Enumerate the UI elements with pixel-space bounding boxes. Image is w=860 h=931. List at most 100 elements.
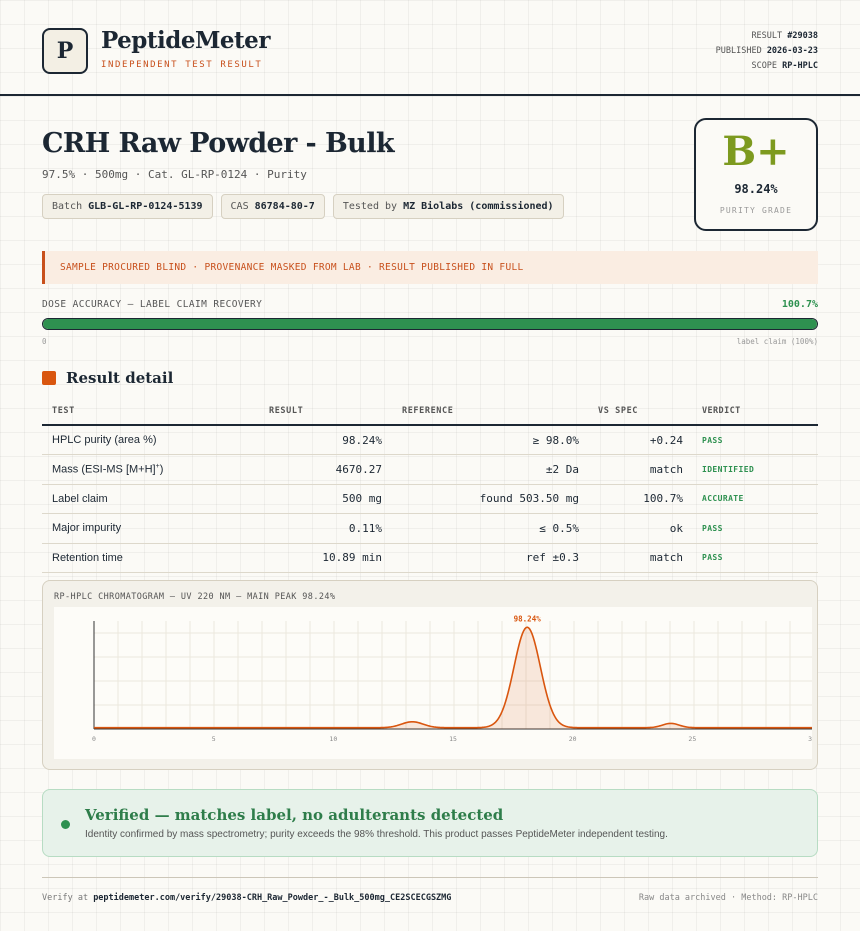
table-row: HPLC purity (area %) 98.24% ≥ 98.0% +0.2… xyxy=(42,425,818,455)
verify-line: Verify at peptidemeter.com/verify/29038-… xyxy=(42,893,451,903)
cell-reference: ≤ 0.5% xyxy=(382,513,579,544)
cell-test: Mass (ESI-MS [M+H]+) xyxy=(42,454,261,485)
result-meta: RESULT #29038 PUBLISHED 2026-03-23 SCOPE… xyxy=(716,29,818,74)
x-tick-label: 5 xyxy=(212,735,216,743)
cas-value: 86784-80-7 xyxy=(254,201,315,212)
verified-title: Verified — matches label, no adulterants… xyxy=(85,806,504,824)
cell-test: Major impurity xyxy=(42,513,261,544)
logo-mark: P xyxy=(42,28,88,74)
brand-name: PeptideMeter xyxy=(101,27,270,54)
cell-result: 98.24% xyxy=(261,425,382,455)
blind-notice-banner: SAMPLE PROCURED BLIND · PROVENANCE MASKE… xyxy=(42,251,818,284)
x-tick-label: 20 xyxy=(569,735,577,743)
cell-reference: ±2 Da xyxy=(382,454,579,485)
verify-prefix: Verify at xyxy=(42,893,89,903)
table-header-row: TEST RESULT REFERENCE VS SPEC VERDICT xyxy=(42,398,818,426)
verified-banner: Verified — matches label, no adulterants… xyxy=(42,789,818,857)
cell-vs-spec: match xyxy=(579,454,683,485)
chromatogram-plot-area: 0 5 10 15 20 25 30 98.24% xyxy=(54,607,816,759)
main-peak-label: 98.24% xyxy=(514,614,542,623)
verified-dot-icon xyxy=(61,820,70,829)
col-header-reference: REFERENCE xyxy=(382,398,579,426)
published-label: PUBLISHED xyxy=(715,46,762,56)
cell-verdict: PASS xyxy=(683,543,818,573)
brand-tagline: INDEPENDENT TEST RESULT xyxy=(101,60,263,70)
dose-accuracy-value: 100.7% xyxy=(781,299,818,310)
x-tick-label: 25 xyxy=(688,735,696,743)
tested-label: Tested by xyxy=(342,201,398,212)
product-subtitle: 97.5% · 500mg · Cat. GL-RP-0124 · Purity xyxy=(42,168,307,181)
chromatogram-title: RP-HPLC CHROMATOGRAM — UV 220 NM — MAIN … xyxy=(54,592,336,602)
x-tick-label: 0 xyxy=(92,735,96,743)
footer-method-note: Raw data archived · Method: RP-HPLC xyxy=(638,893,818,903)
cell-vs-spec: 100.7% xyxy=(579,484,683,514)
published-date: 2026-03-23 xyxy=(766,46,818,56)
cell-result: 4670.27 xyxy=(261,454,382,485)
cas-label: CAS xyxy=(230,201,249,212)
result-number: #29038 xyxy=(787,31,818,41)
report-footer: Verify at peptidemeter.com/verify/29038-… xyxy=(42,877,818,917)
cell-vs-spec: +0.24 xyxy=(579,425,683,455)
col-header-verdict: VERDICT xyxy=(683,398,818,426)
cell-vs-spec: ok xyxy=(579,513,683,544)
col-header-test: TEST xyxy=(42,398,261,426)
scope-value: RP-HPLC xyxy=(782,61,818,71)
table-row: Label claim 500 mg found 503.50 mg 100.7… xyxy=(42,484,818,514)
cell-verdict: IDENTIFIED xyxy=(683,454,818,485)
chromatogram-panel: RP-HPLC CHROMATOGRAM — UV 220 NM — MAIN … xyxy=(42,580,818,770)
col-header-vs-spec: VS SPEC xyxy=(579,398,683,426)
cell-result: 0.11% xyxy=(261,513,382,544)
grade-letter: B+ xyxy=(722,128,790,175)
purity-grade-card: B+ 98.24% PURITY GRADE xyxy=(694,118,818,231)
x-tick-label: 10 xyxy=(329,735,337,743)
cell-test-end: ) xyxy=(159,463,164,476)
chromatogram-line xyxy=(94,626,812,729)
cas-chip: CAS 86784-80-7 xyxy=(220,194,325,219)
cell-test-sup: + xyxy=(155,462,160,470)
table-row: Major impurity 0.11% ≤ 0.5% ok PASS xyxy=(42,513,818,544)
cell-reference: ≥ 98.0% xyxy=(382,425,579,455)
section-square-icon xyxy=(42,371,56,385)
cell-test: Retention time xyxy=(42,543,261,573)
cell-reference: found 503.50 mg xyxy=(382,484,579,514)
cell-verdict: PASS xyxy=(683,425,818,455)
batch-label: Batch xyxy=(52,201,83,212)
result-label: RESULT xyxy=(751,31,783,41)
grade-label: PURITY GRADE xyxy=(719,206,793,215)
cell-result: 10.89 min xyxy=(261,543,382,573)
grade-value: 98.24% xyxy=(734,182,778,196)
x-tick-label: 15 xyxy=(449,735,457,743)
cell-vs-spec: match xyxy=(579,543,683,573)
dose-bar-max-label: label claim (100%) xyxy=(736,337,818,346)
chromatogram-chart: 0 5 10 15 20 25 30 98.24% xyxy=(92,614,816,743)
dose-bar-min-label: 0 xyxy=(42,337,47,346)
verified-description: Identity confirmed by mass spectrometry;… xyxy=(85,829,668,840)
dose-progress-bar xyxy=(42,318,818,330)
cell-verdict: ACCURATE xyxy=(683,484,818,514)
batch-value: GLB-GL-RP-0124-5139 xyxy=(88,201,203,212)
col-header-result: RESULT xyxy=(261,398,382,426)
cell-test: HPLC purity (area %) xyxy=(42,425,261,455)
cell-verdict: PASS xyxy=(683,513,818,544)
chromatogram-area xyxy=(94,627,812,729)
cell-test-text: Mass (ESI-MS [M+H] xyxy=(52,463,156,476)
cell-result: 500 mg xyxy=(261,484,382,514)
product-title: CRH Raw Powder - Bulk xyxy=(42,128,395,159)
section-title: Result detail xyxy=(66,369,174,387)
report-header: P PeptideMeter INDEPENDENT TEST RESULT R… xyxy=(0,0,860,96)
dose-progress-fill xyxy=(43,319,817,329)
tested-by-chip: Tested by MZ Biolabs (commissioned) xyxy=(332,194,564,219)
verify-url-link[interactable]: peptidemeter.com/verify/29038-CRH_Raw_Po… xyxy=(93,893,452,903)
cell-reference: ref ±0.3 xyxy=(382,543,579,573)
product-chips: Batch GLB-GL-RP-0124-5139 CAS 86784-80-7… xyxy=(42,194,564,219)
batch-chip: Batch GLB-GL-RP-0124-5139 xyxy=(42,194,213,219)
scope-label: SCOPE xyxy=(751,61,778,71)
tested-value: MZ Biolabs (commissioned) xyxy=(403,201,554,212)
results-table: TEST RESULT REFERENCE VS SPEC VERDICT HP… xyxy=(42,398,818,573)
table-row: Retention time 10.89 min ref ±0.3 match … xyxy=(42,543,818,573)
x-tick-label: 30 xyxy=(808,735,812,743)
result-detail-heading: Result detail xyxy=(42,369,173,387)
table-row: Mass (ESI-MS [M+H]+) 4670.27 ±2 Da match… xyxy=(42,454,818,485)
cell-test: Label claim xyxy=(42,484,261,514)
dose-accuracy-label: DOSE ACCURACY — LABEL CLAIM RECOVERY xyxy=(42,299,263,310)
